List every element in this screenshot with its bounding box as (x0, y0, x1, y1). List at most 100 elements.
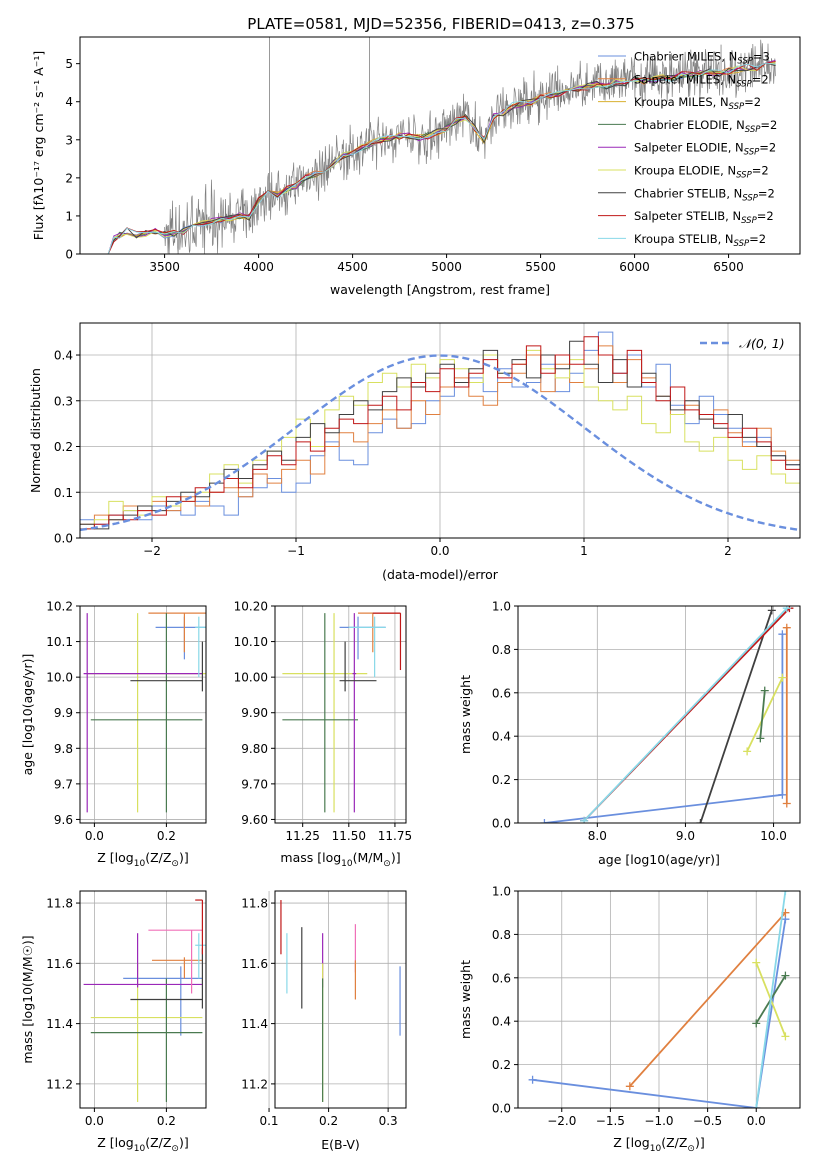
y-tick-label: 0.6 (492, 971, 511, 985)
plot-area (528, 891, 790, 1108)
x-tick-label: 11.25 (285, 829, 319, 843)
y-tick-label: 10.0 (46, 671, 73, 685)
y-tick-label: 0.0 (54, 532, 73, 546)
plus-marker (781, 971, 790, 980)
legend-entry: Salpeter STELIB, NSSP=2 (634, 209, 774, 226)
y-tick-label: 10.00 (234, 671, 268, 685)
legend-entry: Salpeter MILES, NSSP=2 (634, 72, 769, 89)
x-axis-label: wavelength [Angstrom, rest frame] (330, 282, 550, 297)
plus-marker (767, 606, 776, 615)
y-tick-label: 10.20 (234, 600, 268, 614)
mass-weight-line (746, 677, 784, 752)
plus-marker (782, 606, 791, 613)
y-tick-label: 2 (65, 171, 73, 185)
x-axis-label: Z [log10(Z/Z⊙)] (97, 1135, 188, 1154)
y-axis-label: Normed distribution (28, 368, 43, 493)
y-tick-label: 0.4 (492, 730, 511, 744)
y-tick-label: 1.0 (492, 600, 511, 614)
x-tick-label: 0.0 (747, 1114, 766, 1128)
plus-marker (752, 1104, 761, 1108)
normal-curve (80, 354, 800, 532)
panel-residuals: −2 −1 0.0 1 2 0.0 0.1 0.2 0.3 0.4 (data-model)/err… (28, 322, 801, 582)
errorbar-point (339, 641, 377, 692)
y-axis-label: mass weight (458, 675, 473, 754)
x-tick-label: 0.3 (379, 1114, 398, 1128)
x-tick-label: −1 (287, 544, 305, 558)
plus-marker (752, 1019, 761, 1028)
y-tick-label: 11.8 (46, 897, 73, 911)
panel-massweight_vs_age: 8.0 9.0 10.0 0.0 0.2 0.4 0.6 0.8 1.0 age [log10(a… (458, 600, 801, 867)
x-tick-label: 6500 (713, 260, 744, 274)
mass-weight-line (583, 607, 788, 822)
plot-area (282, 612, 402, 813)
axes-frame (79, 36, 801, 255)
axes-frame (274, 605, 407, 824)
x-tick-label: −1.0 (644, 1114, 673, 1128)
y-tick-label: 0.2 (492, 1058, 511, 1072)
errorbar-point (130, 641, 203, 692)
plus-marker (756, 734, 765, 743)
errorbar-point (352, 613, 357, 813)
plus-marker (752, 958, 761, 967)
y-tick-label: 9.90 (241, 706, 268, 720)
plot-area (540, 606, 794, 823)
y-tick-label: 9.9 (54, 706, 73, 720)
legend-entry: Kroupa ELODIE, NSSP=2 (634, 164, 769, 181)
panel-spectrum: 3500 4000 4500 5000 5500 6000 6500 0 1 2 3 4 5 wavele… (31, 36, 801, 297)
plot-area (107, 37, 776, 254)
x-tick-label: 0.2 (157, 829, 176, 843)
x-tick-label: 9.0 (676, 829, 695, 843)
errorbar-point (83, 613, 203, 813)
plot-area (280, 900, 401, 1102)
y-tick-label: 0.8 (492, 928, 511, 942)
y-tick-label: 0.2 (492, 773, 511, 787)
errorbar-point (83, 933, 203, 988)
x-axis-label: Z [log10(Z/Z⊙)] (97, 850, 188, 869)
x-tick-label: 5000 (431, 260, 462, 274)
x-tick-label: 6000 (619, 260, 650, 274)
model-spectrum-line (107, 61, 776, 254)
y-tick-label: 0.2 (54, 440, 73, 454)
y-tick-label: 0.0 (492, 1102, 511, 1116)
panels: 3500 4000 4500 5000 5500 6000 6500 0 1 2 3 4 5 wavele… (20, 36, 801, 1154)
plus-marker (625, 1082, 634, 1091)
observed-spectrum-line (164, 39, 776, 254)
y-axis-label: mass [log10(M/M☉)] (20, 935, 35, 1063)
errorbar-point (152, 957, 203, 979)
plus-marker (743, 747, 752, 756)
x-axis-label: (data-model)/error (382, 567, 499, 582)
errorbar-point (195, 933, 206, 979)
axes-frame (79, 605, 207, 824)
legend-entry: 𝒩(0, 1) (739, 336, 785, 351)
x-tick-label: 4000 (243, 260, 274, 274)
x-tick-label: 0.0 (85, 829, 104, 843)
plus-marker (782, 623, 791, 632)
model-spectrum-line (107, 62, 776, 254)
mass-weight-line (532, 919, 787, 1108)
plus-marker (580, 816, 589, 823)
y-tick-label: 0 (65, 248, 73, 262)
plot-area (80, 331, 800, 532)
y-tick-label: 11.6 (46, 957, 73, 971)
x-tick-label: 0.2 (157, 1114, 176, 1128)
errorbar-point (372, 612, 402, 671)
y-tick-label: 0.6 (492, 686, 511, 700)
plus-marker (528, 1075, 537, 1084)
x-tick-label: 10.0 (760, 829, 787, 843)
x-tick-label: 1 (580, 544, 588, 558)
x-tick-label: 4500 (337, 260, 368, 274)
x-tick-label: −2 (143, 544, 161, 558)
errorbar-point (90, 613, 203, 813)
figure-title: PLATE=0581, MJD=52356, FIBERID=0413, z=0… (247, 15, 634, 33)
plot-area (83, 899, 206, 1102)
legend-entry: Chabrier STELIB, NSSP=2 (634, 186, 775, 203)
y-tick-label: 11.4 (46, 1017, 73, 1031)
plus-marker (778, 790, 787, 799)
y-tick-label: 11.6 (241, 957, 268, 971)
mass-weight-line (544, 634, 784, 823)
errorbar-point (123, 966, 203, 1036)
x-tick-label: 3500 (149, 260, 180, 274)
axes-frame (79, 890, 207, 1109)
x-tick-label: 5500 (525, 260, 556, 274)
